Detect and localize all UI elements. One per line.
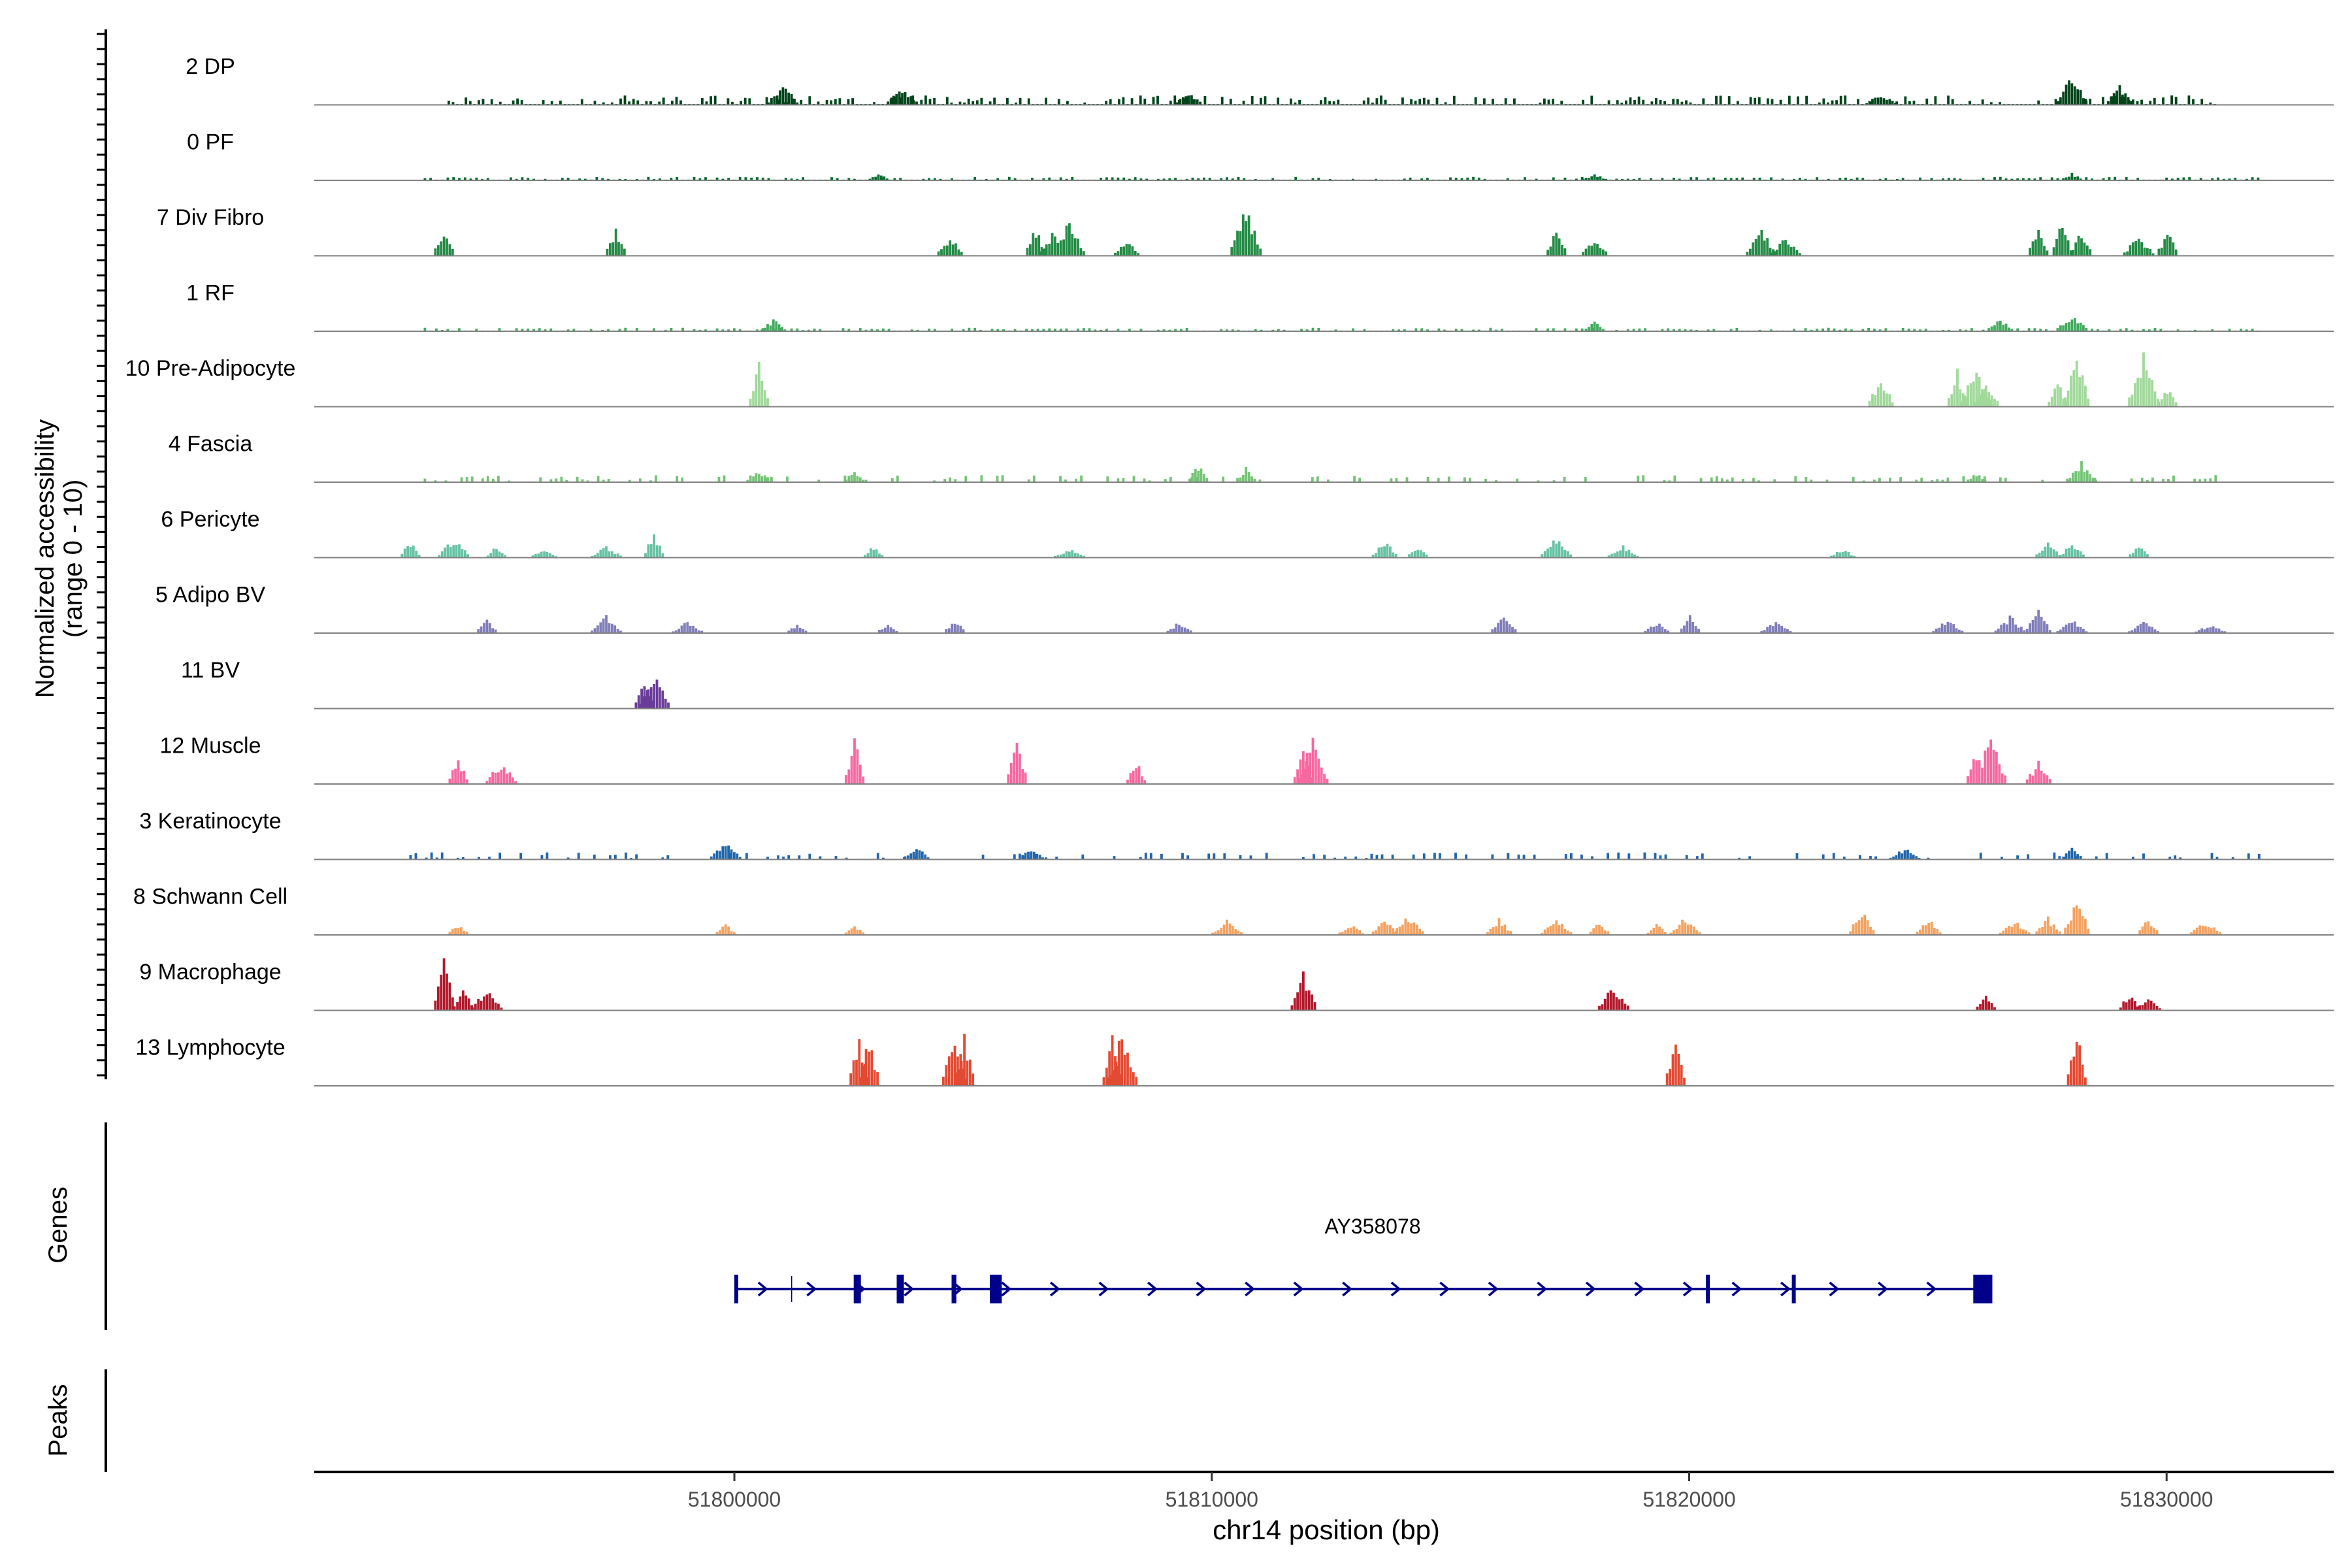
track-label: 5 Adipo BV bbox=[155, 583, 266, 608]
genes-panel-label: Genes bbox=[44, 1186, 73, 1264]
coverage-area bbox=[749, 352, 2178, 408]
gene-exon bbox=[734, 1275, 738, 1303]
gene-track bbox=[734, 1275, 1993, 1303]
coverage-area bbox=[434, 214, 2178, 257]
strand-arrow bbox=[1196, 1281, 1207, 1297]
strand-arrow bbox=[1780, 1281, 1791, 1297]
gene-exon bbox=[1973, 1275, 1993, 1303]
track-label: 2 DP bbox=[186, 54, 235, 79]
track-label: 1 RF bbox=[186, 281, 235, 306]
x-axis-ticks: 51800000 51810000 51820000 51830000 bbox=[688, 1472, 2213, 1511]
strand-arrow bbox=[1439, 1281, 1450, 1297]
y-axis-label: Normalized accessibility bbox=[31, 419, 59, 698]
coverage-area bbox=[409, 845, 2261, 860]
coverage-area bbox=[448, 80, 2216, 106]
track-label: 3 Keratinocyte bbox=[139, 809, 281, 834]
track-3: 7 Div Fibro bbox=[157, 205, 2334, 257]
strand-arrow bbox=[1682, 1281, 1693, 1297]
gene-exon bbox=[1791, 1275, 1796, 1303]
track-12: 8 Schwann Cell bbox=[133, 885, 2334, 936]
gene-name: AY358078 bbox=[1324, 1215, 1420, 1238]
strand-arrow bbox=[1829, 1281, 1840, 1297]
coverage-area bbox=[477, 610, 2227, 634]
strand-arrow bbox=[1585, 1281, 1596, 1297]
track-label: 13 Lymphocyte bbox=[135, 1036, 285, 1060]
x-tick-label: 51800000 bbox=[688, 1488, 781, 1511]
strand-arrow bbox=[1342, 1281, 1353, 1297]
track-6: 4 Fascia bbox=[169, 432, 2334, 483]
strand-arrow bbox=[1537, 1281, 1548, 1297]
coverage-area bbox=[634, 679, 670, 710]
x-tick-label: 51830000 bbox=[2120, 1488, 2213, 1511]
strand-arrow bbox=[1001, 1281, 1012, 1297]
track-label: 6 Pericyte bbox=[161, 507, 259, 532]
coverage-area bbox=[448, 905, 2221, 936]
coverage-area bbox=[400, 534, 2149, 559]
coverage-area bbox=[423, 461, 2217, 483]
strand-arrow bbox=[1049, 1281, 1060, 1297]
strand-arrow bbox=[1293, 1281, 1304, 1297]
track-1: 2 DP bbox=[186, 54, 2334, 106]
track-label: 4 Fascia bbox=[169, 432, 253, 457]
strand-arrow bbox=[1731, 1281, 1742, 1297]
track-label: 7 Div Fibro bbox=[157, 205, 264, 230]
coverage-tracks: 2 DP 0 PF 7 Div Fibro 1 RF 10 Pre-Adipocyte 4… bbox=[125, 54, 2334, 1086]
track-label: 9 Macrophage bbox=[139, 960, 281, 985]
gene-exon bbox=[1706, 1275, 1710, 1303]
track-8: 5 Adipo BV bbox=[155, 583, 2334, 634]
strand-arrow bbox=[1926, 1281, 1937, 1297]
track-4: 1 RF bbox=[186, 281, 2334, 332]
track-11: 3 Keratinocyte bbox=[139, 809, 2334, 860]
track-label: 12 Muscle bbox=[160, 734, 261, 759]
track-2: 0 PF bbox=[187, 130, 2334, 181]
track-label: 10 Pre-Adipocyte bbox=[125, 356, 296, 381]
gene-exon bbox=[896, 1275, 904, 1303]
strand-arrow bbox=[757, 1281, 768, 1297]
coverage-area bbox=[434, 958, 2161, 1011]
x-tick-label: 51820000 bbox=[1642, 1488, 1735, 1511]
coverage-area bbox=[423, 318, 2260, 332]
track-14: 13 Lymphocyte bbox=[135, 1034, 2334, 1086]
track-label: 11 BV bbox=[181, 658, 240, 683]
track-label: 8 Schwann Cell bbox=[133, 885, 287, 909]
strand-arrow bbox=[1245, 1281, 1255, 1297]
track-5: 10 Pre-Adipocyte bbox=[125, 352, 2334, 408]
strand-arrow bbox=[1098, 1281, 1109, 1297]
strand-arrow bbox=[1634, 1281, 1645, 1297]
strand-arrow bbox=[806, 1281, 817, 1297]
y-axis-label-range: (range 0 - 10) bbox=[59, 480, 88, 638]
y-axis bbox=[97, 29, 107, 1079]
strand-arrow bbox=[1878, 1281, 1888, 1297]
track-9: 11 BV bbox=[181, 658, 2334, 710]
track-10: 12 Muscle bbox=[160, 734, 2334, 785]
x-tick-label: 51810000 bbox=[1166, 1488, 1258, 1511]
strand-arrow bbox=[1147, 1281, 1158, 1297]
strand-arrow bbox=[904, 1281, 915, 1297]
track-7: 6 Pericyte bbox=[161, 507, 2334, 559]
coverage-area bbox=[423, 172, 2260, 181]
coverage-area bbox=[448, 738, 2051, 785]
coverage-area bbox=[849, 1034, 2087, 1086]
x-axis-label: chr14 position (bp) bbox=[1213, 1514, 1440, 1545]
track-13: 9 Macrophage bbox=[139, 958, 2334, 1011]
strand-arrow bbox=[1488, 1281, 1499, 1297]
peaks-panel-label: Peaks bbox=[44, 1384, 73, 1456]
track-label: 0 PF bbox=[187, 130, 234, 155]
gene-exon bbox=[990, 1275, 1002, 1303]
gene-exon bbox=[951, 1275, 956, 1303]
strand-arrow bbox=[1390, 1281, 1401, 1297]
gene-exon bbox=[853, 1275, 861, 1303]
